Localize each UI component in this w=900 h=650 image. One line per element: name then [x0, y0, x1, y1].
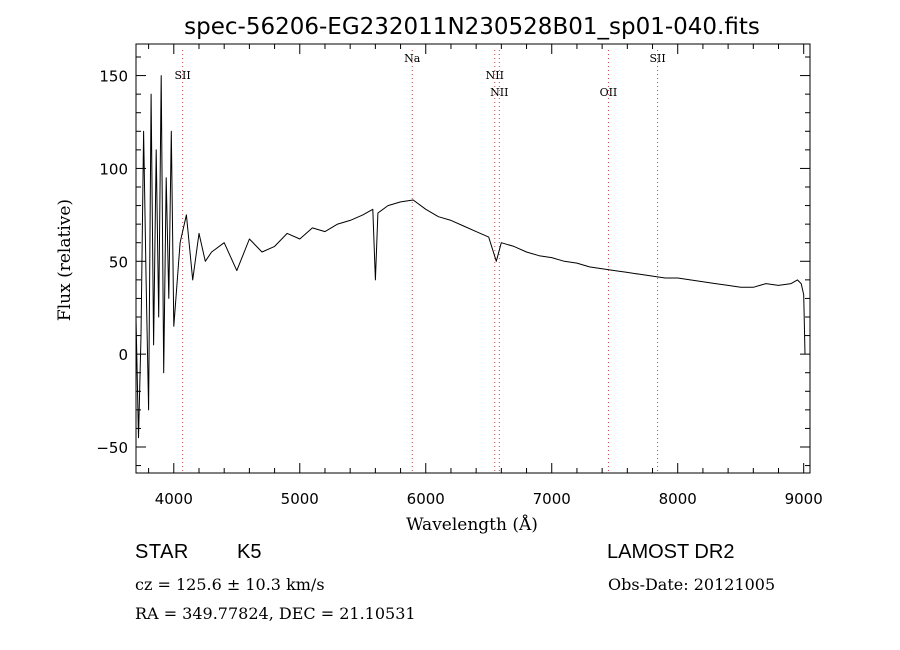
y-tick-label: 0 — [118, 346, 128, 364]
subclass-label: K5 — [237, 541, 262, 563]
plot-frame — [135, 43, 811, 474]
y-tick-label: −50 — [96, 439, 128, 457]
coordinates-label: RA = 349.77824, DEC = 21.10531 — [135, 604, 416, 623]
x-tick-label: 8000 — [659, 490, 697, 508]
y-tick-label: 50 — [109, 253, 128, 271]
spectrum-line-0 — [135, 75, 806, 439]
x-tick-label: 7000 — [533, 490, 571, 508]
line-marker-label: SII — [174, 69, 190, 82]
axis-ticks: 4000 5000 6000 7000 8000 9000 −50 0 50 100 150 — [96, 44, 823, 508]
obs-date-label: Obs-Date: 20121005 — [608, 575, 776, 594]
line-marker-label: NII — [486, 69, 504, 82]
x-axis-label: Wavelength (Å) — [406, 514, 538, 535]
chart-title: spec-56206-EG232011N230528B01_sp01-040.f… — [184, 14, 760, 40]
y-tick-label: 150 — [99, 68, 128, 86]
emission-line-markers: SII Na NII NII OII SII — [174, 50, 666, 473]
y-tick-label: 100 — [99, 160, 128, 178]
line-marker-label: SII — [649, 52, 665, 65]
line-marker-label: Na — [404, 52, 421, 65]
x-tick-label: 9000 — [785, 490, 823, 508]
object-class-label: STAR — [135, 541, 189, 563]
x-tick-label: 5000 — [281, 490, 319, 508]
y-axis-label: Flux (relative) — [55, 199, 75, 321]
spectrum-chart: spec-56206-EG232011N230528B01_sp01-040.f… — [55, 14, 823, 535]
survey-label: LAMOST DR2 — [607, 541, 735, 563]
x-tick-label: 4000 — [155, 490, 193, 508]
x-tick-label: 6000 — [407, 490, 445, 508]
redshift-label: cz = 125.6 ± 10.3 km/s — [135, 575, 325, 594]
line-marker-label: OII — [600, 86, 618, 99]
line-marker-label: NII — [490, 86, 508, 99]
spectrum-series — [135, 75, 806, 439]
